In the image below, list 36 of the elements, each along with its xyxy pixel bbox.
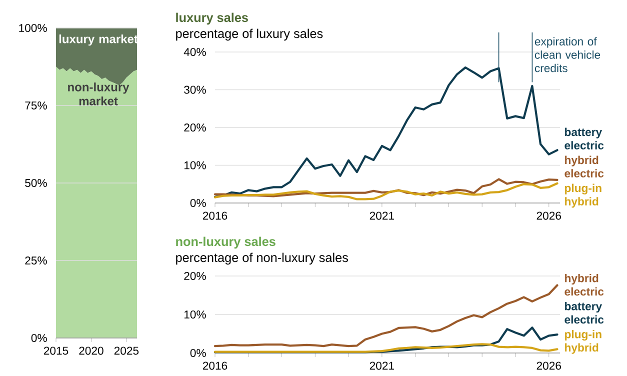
series-label: luxury market [59, 34, 138, 46]
y-tick-label: 100% [19, 24, 47, 32]
x-tick-label: 2026 [536, 362, 561, 370]
line-series [214, 182, 558, 200]
y-tick-label: 20% [184, 124, 206, 132]
series-label: non-luxury market [68, 82, 130, 106]
chart-title: non-luxury sales [176, 236, 276, 249]
x-tick-label: 2015 [44, 346, 68, 355]
y-tick-label: 25% [25, 256, 47, 265]
y-tick-label: 30% [184, 86, 206, 94]
y-tick-label: 20% [184, 272, 206, 280]
series-label: hybrid electric [564, 156, 604, 178]
series-label: battery electric [564, 302, 604, 324]
x-tick-label: 2020 [79, 346, 104, 355]
y-tick-label: 75% [25, 102, 47, 110]
y-tick-label: 50% [25, 179, 47, 188]
x-tick-label: 2016 [202, 362, 228, 370]
chart-subtitle: percentage of luxury sales [176, 28, 323, 41]
series-label: battery electric [564, 128, 604, 150]
x-tick-label: 2026 [536, 212, 561, 220]
chart-subtitle: percentage of non-luxury sales [176, 252, 348, 265]
x-tick-label: 2021 [370, 362, 394, 370]
y-tick-label: 10% [184, 310, 206, 319]
y-tick-label: 10% [184, 161, 206, 170]
y-tick-label: 0% [190, 199, 206, 208]
ref-line-label: expiration of clean vehicle credits [534, 37, 600, 72]
y-tick-label: 0% [190, 349, 206, 358]
series-label: hybrid electric [564, 274, 604, 296]
series-label: plug-in hybrid [565, 184, 602, 208]
y-tick-label: 0% [31, 334, 47, 342]
series-label: plug-in hybrid [565, 330, 602, 354]
x-tick-label: 2025 [114, 346, 139, 355]
y-tick-label: 40% [184, 48, 206, 56]
chart-title: luxury sales [176, 12, 248, 25]
x-tick-label: 2016 [202, 212, 228, 220]
x-tick-label: 2021 [370, 212, 394, 220]
